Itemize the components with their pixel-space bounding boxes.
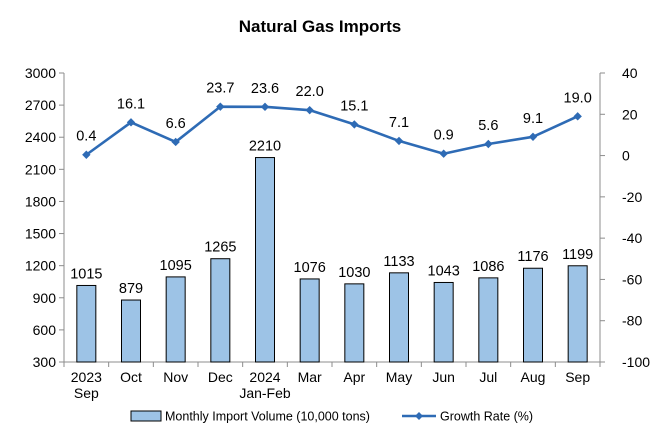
- line-data-label: 6.6: [166, 116, 186, 132]
- bar-data-label: 879: [119, 281, 143, 297]
- x-tick-label: 2024: [249, 369, 280, 385]
- bar-data-label: 1199: [562, 247, 593, 263]
- line-data-label: 0.9: [434, 128, 454, 144]
- y-right-tick-label: -60: [622, 271, 642, 287]
- y-left-tick-label: 300: [33, 354, 57, 370]
- line-data-label: 19.0: [564, 90, 592, 106]
- bar: [165, 276, 186, 363]
- bar-data-label: 1030: [338, 265, 370, 281]
- y-left-tick-label: 3000: [25, 65, 56, 81]
- y-left-tick-label: 2700: [25, 97, 56, 113]
- line-data-label: 16.1: [117, 96, 145, 112]
- bar: [121, 299, 141, 363]
- bar-data-label: 1015: [70, 266, 102, 282]
- growth-rate-point: [350, 120, 359, 129]
- x-tick-label: Sep: [74, 385, 99, 401]
- legend-bar-swatch: [130, 410, 162, 422]
- line-data-label: 23.6: [251, 81, 279, 97]
- growth-rate-point: [82, 150, 91, 159]
- bar-data-label: 1086: [472, 259, 504, 275]
- bar: [478, 277, 499, 363]
- bar: [567, 265, 588, 363]
- line-data-label: 9.1: [523, 111, 543, 127]
- x-tick-label: Jan-Feb: [239, 385, 291, 401]
- growth-rate-point: [216, 102, 225, 111]
- legend-bar-label: Monthly Import Volume (10,000 tons): [165, 410, 370, 424]
- x-tick-label: Mar: [298, 369, 322, 385]
- x-tick-label: Jun: [432, 369, 455, 385]
- legend-line-label: Growth Rate (%): [440, 410, 533, 424]
- growth-rate-point: [573, 112, 582, 121]
- x-tick-label: Jul: [479, 369, 497, 385]
- bar: [255, 157, 275, 363]
- bar-data-label: 1176: [517, 249, 548, 265]
- y-right-tick-label: 20: [622, 106, 638, 122]
- line-data-label: 15.1: [340, 98, 368, 114]
- line-data-label: 0.4: [76, 129, 96, 145]
- line-series: [82, 102, 582, 159]
- bar: [389, 272, 409, 363]
- y-right-tick-label: 0: [622, 148, 630, 164]
- y-left-tick-label: 1800: [25, 193, 56, 209]
- legend: Monthly Import Volume (10,000 tons) Growt…: [130, 410, 533, 424]
- bar: [523, 267, 543, 363]
- x-tick-label: Aug: [521, 369, 546, 385]
- bar: [210, 258, 231, 363]
- bar: [299, 278, 320, 363]
- x-tick-label: Nov: [163, 369, 188, 385]
- line-data-label: 23.7: [206, 81, 234, 97]
- y-left-tick-label: 1200: [25, 258, 56, 274]
- y-right-tick-label: -80: [622, 313, 642, 329]
- y-left-tick-label: 600: [33, 322, 57, 338]
- bar-data-label: 1095: [160, 258, 192, 274]
- growth-rate-point: [394, 136, 404, 146]
- line-data-label: 22.0: [296, 84, 324, 100]
- y-right-tick-label: -100: [622, 354, 650, 370]
- growth-rate-point: [126, 118, 136, 127]
- y-left-tick-label: 2100: [25, 161, 56, 177]
- x-tick-label: May: [386, 369, 412, 385]
- bar-series: [76, 157, 588, 363]
- bar-data-label: 1133: [383, 254, 414, 270]
- data-labels: 1015 879 1095 1265 2210 1076 1030 1133 1043 1086 1…: [70, 81, 593, 297]
- bar: [433, 281, 454, 363]
- x-tick-label: Oct: [120, 369, 142, 385]
- x-tick-label: Sep: [565, 369, 590, 385]
- y-right-tick-label: 40: [622, 65, 638, 81]
- line-data-label: 7.1: [389, 115, 409, 131]
- growth-rate-point: [171, 137, 180, 147]
- bar: [76, 284, 97, 363]
- line-data-label: 5.6: [478, 118, 498, 134]
- growth-rate-line: [85, 105, 579, 156]
- bar-data-label: 1265: [204, 240, 236, 256]
- x-tick-label: 2023: [71, 369, 102, 385]
- y-left-tick-label: 1500: [25, 226, 56, 242]
- bar-data-label: 1043: [428, 263, 460, 279]
- growth-rate-point: [439, 149, 448, 158]
- bar-data-label: 2210: [249, 139, 281, 155]
- y-left-tick-label: 2400: [25, 129, 56, 145]
- axes: 300 600 900 1200 1500 1800 2100 2400 2700 3000 -10…: [25, 65, 650, 401]
- chart-title: Natural Gas Imports: [239, 17, 402, 36]
- bar-data-label: 1076: [294, 260, 326, 276]
- y-right-tick-label: -20: [622, 189, 642, 205]
- legend-line-marker: [415, 412, 423, 420]
- growth-rate-point: [484, 139, 493, 149]
- growth-rate-point: [260, 102, 270, 112]
- y-right-tick-label: -40: [622, 230, 642, 246]
- y-left-tick-label: 900: [33, 290, 57, 306]
- bar: [344, 283, 365, 363]
- growth-rate-point: [528, 132, 538, 141]
- x-tick-label: Dec: [208, 369, 233, 385]
- growth-rate-point: [305, 105, 314, 115]
- x-tick-label: Apr: [343, 369, 365, 385]
